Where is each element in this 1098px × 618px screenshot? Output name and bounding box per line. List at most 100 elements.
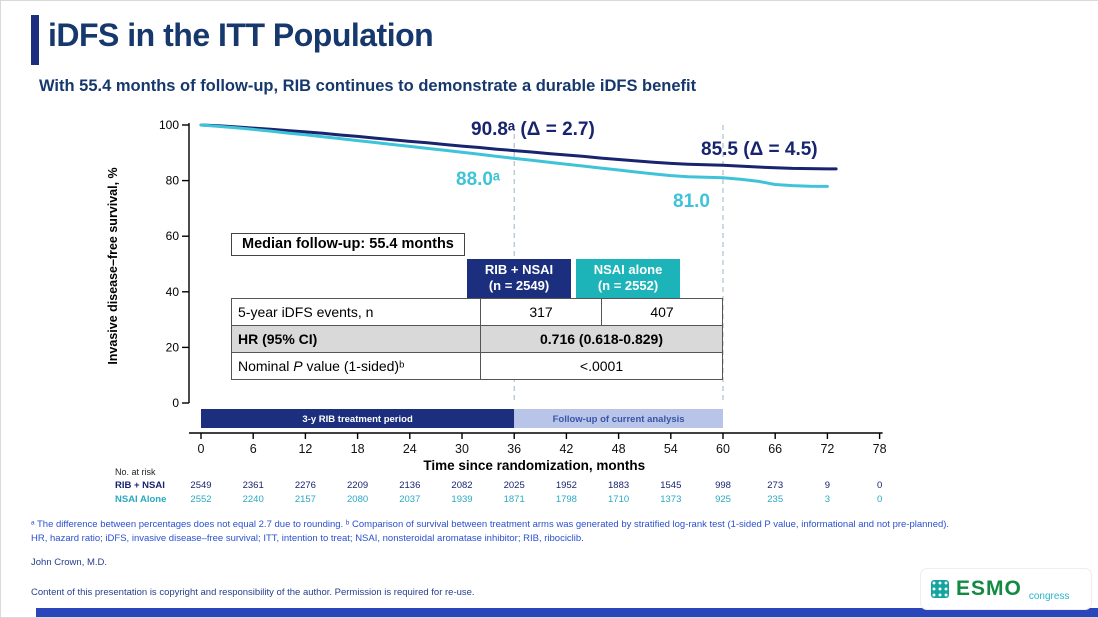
x-tick-label: 72 <box>820 442 834 456</box>
km-chart: 0 20 40 60 80 100 3-y RIB treatment period Foll… <box>1 113 1098 473</box>
risk-value: 1883 <box>608 480 630 491</box>
hr-label: HR (95% CI) <box>231 324 481 353</box>
events-rib-value: 317 <box>480 297 602 326</box>
title-accent-bar <box>31 15 39 65</box>
treatment-bar-label: 3-y RIB treatment period <box>302 414 413 425</box>
x-tick-label: 54 <box>664 442 678 456</box>
risk-value: 2276 <box>294 480 316 491</box>
annotation-rib-60mo: 85.5 (Δ = 4.5) <box>701 139 818 160</box>
annotation-nsai-60mo: 81.0 <box>673 191 710 212</box>
risk-value: 1871 <box>503 494 525 505</box>
y-tick-label: 40 <box>166 285 180 299</box>
subtitle: With 55.4 months of follow-up, RIB conti… <box>39 77 697 95</box>
risk-value: 925 <box>715 494 731 505</box>
esmo-icon <box>931 580 949 598</box>
treatment-bar-0 <box>201 409 515 428</box>
summary-table: Median follow-up: 55.4 months RIB + NSAI… <box>231 233 723 380</box>
pvalue-label-italic: P <box>293 357 303 374</box>
footnote-2: HR, hazard ratio; iDFS, invasive disease… <box>31 533 584 544</box>
risk-heading: No. at risk <box>115 467 156 477</box>
x-tick-label: 24 <box>403 442 417 456</box>
page-title: iDFS in the ITT Population <box>48 17 434 53</box>
bottom-accent-bar <box>36 608 1098 617</box>
x-axis-title: Time since randomization, months <box>423 458 645 473</box>
risk-value: 1798 <box>555 494 577 505</box>
risk-value: 9 <box>824 480 831 491</box>
esmo-text: ESMO <box>956 577 1022 600</box>
column-header-rib-n: (n = 2549) <box>488 278 550 294</box>
median-followup-label: Median follow-up: 55.4 months <box>231 233 465 256</box>
risk-value: 235 <box>767 494 784 505</box>
x-tick-label: 30 <box>455 442 469 456</box>
risk-value: 273 <box>767 480 784 491</box>
risk-value: 2025 <box>503 480 525 491</box>
risk-value: 1710 <box>608 494 630 505</box>
y-tick-label: 100 <box>159 118 179 132</box>
hr-value: 0.716 (0.618-0.829) <box>480 324 723 353</box>
x-tick-label: 48 <box>612 442 626 456</box>
column-header-rib: RIB + NSAI (n = 2549) <box>467 259 571 298</box>
risk-value: 2082 <box>451 480 473 491</box>
x-tick-label: 42 <box>559 442 573 456</box>
km-curve-nsai <box>199 123 829 188</box>
risk-value: 1373 <box>660 494 682 505</box>
x-tick-label: 12 <box>298 442 312 456</box>
risk-value: 1952 <box>555 480 577 491</box>
pvalue-label-post: value (1-sided)ᵇ <box>302 357 405 374</box>
events-nsai-value: 407 <box>601 297 723 326</box>
x-tick-label: 78 <box>873 442 887 456</box>
summary-table-header: RIB + NSAI (n = 2549) NSAI alone (n = 25… <box>467 259 723 298</box>
esmo-logo: ESMO congress <box>921 569 1091 609</box>
risk-value: 2209 <box>347 480 369 491</box>
footnote-1: ᵃ The difference between percentages doe… <box>31 519 950 530</box>
column-header-nsai-n: (n = 2552) <box>597 278 659 294</box>
x-tick-label: 66 <box>768 442 782 456</box>
y-tick-label: 60 <box>166 229 180 243</box>
treatment-bar-1 <box>514 409 723 428</box>
risk-row-label-rib: RIB + NSAI <box>115 480 165 491</box>
table-row-hr: HR (95% CI) 0.716 (0.618-0.829) <box>231 324 723 353</box>
pvalue-value: <.0001 <box>480 351 723 380</box>
table-row-pvalue: Nominal P value (1-sided)ᵇ <.0001 <box>231 351 723 380</box>
risk-value: 0 <box>876 494 883 505</box>
risk-value: 2361 <box>242 480 264 491</box>
annotation-nsai-36mo: 88.0ᵃ <box>456 169 501 190</box>
author-name: John Crown, M.D. <box>31 557 108 568</box>
risk-value: 1939 <box>451 494 473 505</box>
risk-value: 1545 <box>660 480 682 491</box>
risk-value: 2549 <box>190 480 212 491</box>
risk-value: 2552 <box>190 494 212 505</box>
risk-value: 2037 <box>399 494 421 505</box>
congress-text: congress <box>1028 591 1070 602</box>
summary-table-body: 5-year iDFS events, n 317 407 HR (95% CI… <box>231 297 723 380</box>
risk-value: 2240 <box>242 494 264 505</box>
column-header-nsai-name: NSAI alone <box>593 262 663 277</box>
column-header-rib-name: RIB + NSAI <box>484 262 554 277</box>
copyright-notice: Content of this presentation is copyrigh… <box>31 587 475 598</box>
annotation-rib-36mo: 90.8ᵃ (Δ = 2.7) <box>471 119 595 140</box>
risk-value: 998 <box>715 480 731 491</box>
x-tick-label: 60 <box>716 442 730 456</box>
risk-value: 2136 <box>399 480 421 491</box>
risk-value: 2080 <box>347 494 369 505</box>
table-row-events: 5-year iDFS events, n 317 407 <box>231 297 723 326</box>
events-label: 5-year iDFS events, n <box>231 297 481 326</box>
x-tick-label: 36 <box>507 442 521 456</box>
x-tick-label: 6 <box>250 442 257 456</box>
y-tick-label: 20 <box>166 340 180 354</box>
km-curve-rib <box>199 123 838 171</box>
treatment-bar-label: Follow-up of current analysis <box>553 414 685 425</box>
column-header-nsai: NSAI alone (n = 2552) <box>576 259 680 298</box>
risk-value: 2157 <box>294 494 316 505</box>
risk-value: 0 <box>876 480 883 491</box>
risk-row-label-nsai: NSAI Alone <box>115 494 167 505</box>
pvalue-label-pre: Nominal <box>238 357 294 374</box>
risk-value: 3 <box>824 494 831 505</box>
x-tick-label: 0 <box>198 442 205 456</box>
x-tick-label: 18 <box>351 442 365 456</box>
number-at-risk-table: No. at risk RIB + NSAI NSAI Alone 2549 23… <box>1 467 1098 517</box>
y-tick-label: 80 <box>166 174 180 188</box>
y-tick-label: 0 <box>172 396 179 410</box>
